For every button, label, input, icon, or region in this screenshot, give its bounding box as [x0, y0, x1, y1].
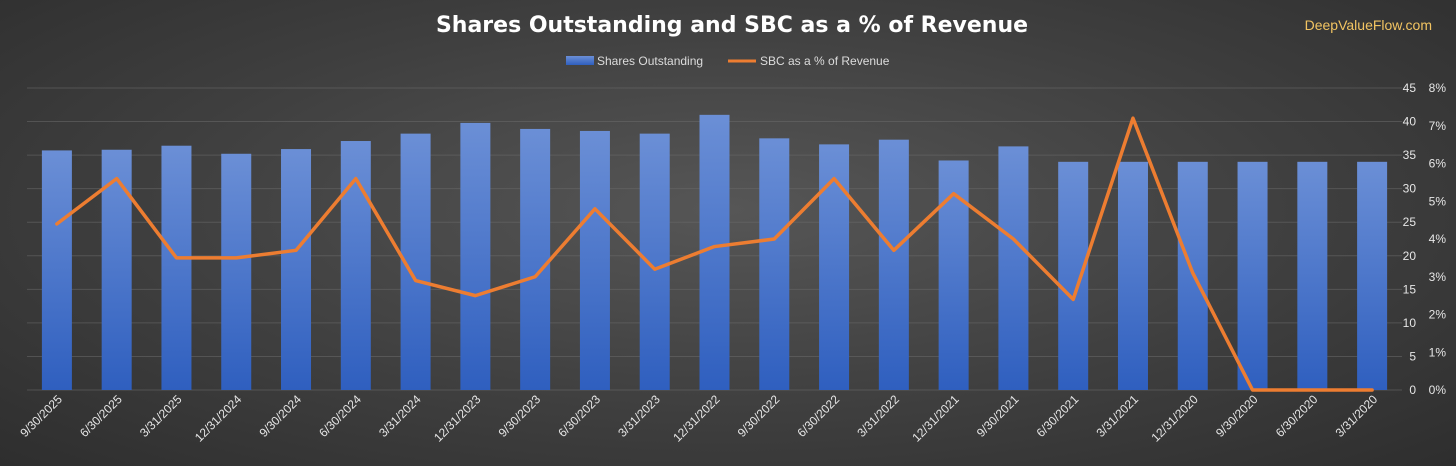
legend-swatch-shares: [566, 56, 594, 65]
x-axis-tick-label: 3/31/2023: [615, 392, 663, 440]
bar: [1117, 161, 1148, 390]
bar: [520, 128, 551, 390]
bars-shares-outstanding: [41, 114, 1388, 391]
left-axis-tick-label: 30: [1403, 182, 1417, 196]
x-axis-tick-label: 12/31/2023: [431, 392, 484, 445]
x-axis: 9/30/2025 6/30/2025 3/31/2025 12/31/2024 9/3…: [17, 392, 1380, 445]
x-axis-tick-label: 9/30/2020: [1213, 392, 1261, 440]
x-axis-tick-label: 3/31/2024: [376, 392, 424, 440]
chart-title: Shares Outstanding and SBC as a % of Rev…: [436, 13, 1028, 38]
left-axis-tick-label: 5: [1409, 349, 1416, 363]
x-axis-tick-label: 6/30/2024: [316, 392, 364, 440]
x-axis-tick-label: 12/31/2020: [1149, 392, 1202, 445]
bar: [639, 133, 670, 390]
right-axis-tick-label: 2%: [1429, 308, 1447, 322]
left-axis-tick-label: 25: [1403, 215, 1417, 229]
left-axis-tick-label: 20: [1403, 249, 1417, 263]
bar: [878, 139, 909, 390]
bar: [759, 138, 790, 390]
x-axis-tick-label: 12/31/2021: [909, 392, 962, 445]
bar: [221, 153, 252, 390]
right-axis-tick-label: 1%: [1429, 345, 1447, 359]
bar: [1237, 161, 1268, 390]
x-axis-tick-label: 9/30/2024: [256, 392, 304, 440]
x-axis-tick-label: 6/30/2021: [1034, 392, 1082, 440]
bar: [1297, 161, 1328, 390]
bar: [1357, 161, 1388, 390]
bar: [699, 114, 730, 390]
x-axis-tick-label: 9/30/2023: [496, 392, 544, 440]
right-axis-tick-label: 7%: [1429, 119, 1447, 133]
left-axis-tick-label: 40: [1403, 115, 1417, 129]
x-axis-tick-label: 6/30/2025: [77, 392, 125, 440]
bar: [938, 160, 969, 390]
bar: [460, 122, 491, 391]
x-axis-tick-label: 6/30/2023: [555, 392, 603, 440]
right-axis-tick-label: 8%: [1429, 81, 1447, 95]
left-axis-tick-label: 15: [1403, 282, 1417, 296]
bar: [579, 130, 610, 390]
bar: [340, 141, 371, 390]
x-axis-tick-label: 3/31/2020: [1333, 392, 1381, 440]
x-axis-tick-label: 6/30/2020: [1273, 392, 1321, 440]
legend: Shares Outstanding SBC as a % of Revenue: [566, 54, 890, 68]
bar: [161, 145, 192, 390]
x-axis-tick-label: 6/30/2022: [795, 392, 843, 440]
right-axis-tick-label: 6%: [1429, 157, 1447, 171]
right-axis-tick-label: 0%: [1429, 383, 1447, 397]
left-axis-tick-label: 35: [1403, 148, 1417, 162]
left-axis: 0 5 10 15 20 25 30 35 40 45: [1403, 81, 1417, 397]
right-axis-tick-label: 3%: [1429, 270, 1447, 284]
brand-label: DeepValueFlow.com: [1305, 17, 1432, 33]
x-axis-tick-label: 12/31/2022: [670, 392, 723, 445]
legend-label-shares: Shares Outstanding: [597, 54, 703, 68]
x-axis-tick-label: 9/30/2025: [17, 392, 65, 440]
x-axis-tick-label: 3/31/2025: [137, 392, 185, 440]
x-axis-tick-label: 3/31/2021: [1093, 392, 1141, 440]
bar: [1058, 161, 1089, 390]
left-axis-tick-label: 0: [1409, 383, 1416, 397]
x-axis-tick-label: 9/30/2021: [974, 392, 1022, 440]
x-axis-tick-label: 12/31/2024: [192, 392, 245, 445]
right-axis-tick-label: 5%: [1429, 194, 1447, 208]
x-axis-tick-label: 9/30/2022: [735, 392, 783, 440]
bar: [41, 150, 72, 390]
legend-label-sbc: SBC as a % of Revenue: [760, 54, 890, 68]
bar: [998, 146, 1029, 390]
left-axis-tick-label: 10: [1403, 316, 1417, 330]
right-axis-tick-label: 4%: [1429, 232, 1447, 246]
line-sbc-percent: [55, 116, 1374, 392]
bar: [281, 149, 312, 390]
right-axis: 0% 1% 2% 3% 4% 5% 6% 7% 8%: [1429, 81, 1447, 397]
bar: [819, 144, 850, 390]
x-axis-tick-label: 3/31/2022: [854, 392, 902, 440]
left-axis-tick-label: 45: [1403, 81, 1417, 95]
